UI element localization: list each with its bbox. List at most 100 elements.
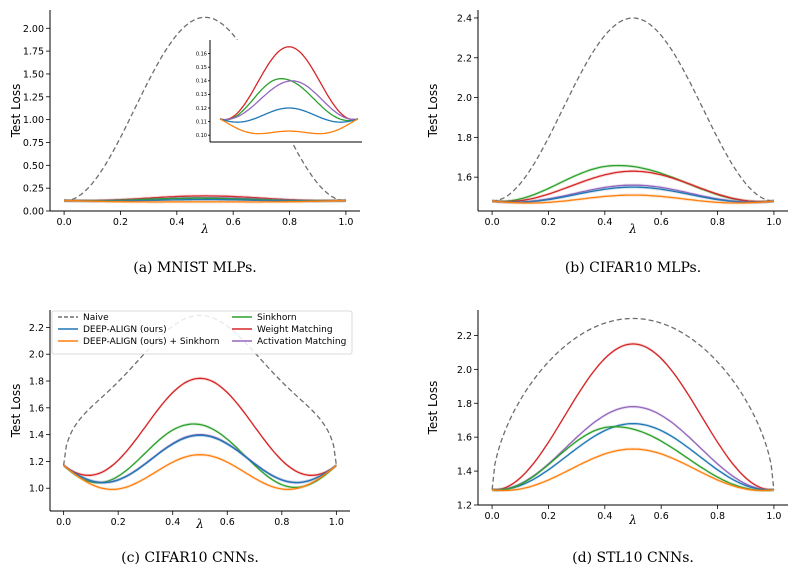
inset-y-tick-label: 0.16 — [196, 51, 207, 57]
y-tick-label: 1.6 — [457, 173, 472, 184]
x-tick-label: 0.8 — [282, 217, 297, 228]
legend-label-sinkhorn: Sinkhorn — [257, 313, 297, 323]
legend: Naive DEEP-ALIGN (ours) DEEP-ALIGN (ours) … — [51, 310, 353, 355]
series-line-naive — [492, 17, 774, 202]
inset-y-tick-label: 0.10 — [196, 133, 207, 139]
x-axis-label: λ — [195, 517, 204, 531]
legend-label-naive: Naive — [83, 313, 109, 323]
inset-series-line-deep_align — [219, 107, 359, 123]
figure-caption: (a) MNIST MLPs. — [133, 260, 257, 276]
y-tick-label: 1.8 — [29, 377, 44, 388]
x-tick-label: 1.0 — [766, 217, 781, 228]
chart-panel-3: 0.0 0.2 0.4 0.6 0.8 1.0 1.0 1.2 1.4 1.6 1.8 2.0 2.2 T… — [9, 310, 353, 566]
y-tick-label: 2.0 — [457, 365, 472, 376]
inset-series-line-sinkhorn — [219, 78, 359, 122]
legend-label-deep_align_sinkhorn: DEEP-ALIGN (ours) + Sinkhorn — [83, 337, 219, 347]
series-line-weight_matching — [492, 343, 774, 491]
x-tick-label: 0.8 — [710, 511, 725, 522]
y-tick-label: 0.00 — [23, 207, 44, 218]
x-tick-label: 0.8 — [710, 217, 725, 228]
y-tick-label: 2.4 — [457, 13, 472, 24]
y-tick-label: 1.50 — [23, 69, 44, 80]
series-band-deep_align_sinkhorn — [492, 447, 774, 493]
x-tick-label: 1.0 — [329, 517, 344, 528]
series-line-weight_matching — [63, 377, 337, 476]
y-tick-label: 2.0 — [29, 350, 44, 361]
y-tick-label: 1.8 — [457, 133, 472, 144]
y-tick-label: 1.4 — [29, 430, 44, 441]
y-axis-label: Test Loss — [426, 84, 440, 139]
x-tick-label: 0.0 — [57, 217, 72, 228]
inset-series-line-weight_matching — [219, 46, 359, 121]
series-line-deep_align_sinkhorn — [492, 194, 774, 204]
y-tick-label: 1.6 — [457, 433, 472, 444]
chart-panel-1: 0.0 0.2 0.4 0.6 0.8 1.0 0.00 0.25 0.50 0.75 1.00 1.… — [9, 10, 362, 276]
series-line-deep_align — [492, 186, 774, 203]
y-tick-label: 1.2 — [457, 501, 472, 512]
x-tick-label: 0.0 — [485, 217, 500, 228]
x-tick-label: 0.2 — [541, 511, 556, 522]
y-tick-label: 1.2 — [29, 457, 44, 468]
x-tick-label: 0.6 — [654, 217, 669, 228]
series-band-weight_matching — [492, 342, 774, 492]
legend-label-deep_align: DEEP-ALIGN (ours) — [83, 325, 167, 335]
series-band-deep_align — [63, 433, 337, 485]
inset-chart: 0.10 0.11 0.12 0.13 0.14 0.15 0.16 — [196, 40, 362, 143]
inset-y-tick-label: 0.13 — [196, 92, 207, 98]
y-axis-label: Test Loss — [9, 384, 23, 439]
x-tick-label: 0.4 — [169, 217, 184, 228]
x-axis-label: λ — [200, 222, 209, 236]
inset-series-line-deep_align_sinkhorn — [219, 118, 359, 135]
series-band-activation_matching — [63, 433, 337, 485]
inset-series-line-activation_matching — [219, 80, 359, 121]
y-tick-label: 2.2 — [457, 53, 472, 64]
y-tick-label: 0.25 — [23, 184, 44, 195]
y-tick-label: 2.0 — [457, 93, 472, 104]
figure-caption: (b) CIFAR10 MLPs. — [565, 260, 701, 276]
x-tick-label: 0.2 — [541, 217, 556, 228]
y-tick-label: 1.0 — [29, 484, 44, 495]
x-tick-label: 0.6 — [226, 217, 241, 228]
x-axis-label: λ — [628, 513, 637, 527]
series-line-deep_align — [63, 434, 337, 484]
y-tick-label: 0.75 — [23, 138, 44, 149]
x-tick-label: 0.0 — [56, 517, 71, 528]
y-tick-label: 0.50 — [23, 161, 44, 172]
y-tick-label: 1.75 — [23, 47, 44, 58]
x-tick-label: 0.4 — [597, 217, 612, 228]
y-tick-label: 1.25 — [23, 92, 44, 103]
y-axis-label: Test Loss — [9, 84, 23, 139]
chart-panel-4: 0.0 0.2 0.4 0.6 0.8 1.0 1.2 1.4 1.6 1.8 2.0 2.2 Test… — [426, 310, 788, 566]
legend-box — [51, 310, 353, 355]
legend-label-weight_matching: Weight Matching — [257, 325, 333, 335]
series-line-deep_align_sinkhorn — [492, 448, 774, 492]
series-line-sinkhorn — [63, 423, 337, 489]
inset-background — [210, 40, 362, 142]
x-axis-label: λ — [628, 222, 637, 236]
y-tick-label: 2.2 — [29, 323, 44, 334]
x-tick-label: 0.6 — [220, 517, 235, 528]
x-tick-label: 1.0 — [766, 511, 781, 522]
x-tick-label: 0.4 — [165, 517, 180, 528]
x-tick-label: 0.4 — [597, 511, 612, 522]
y-tick-label: 1.00 — [23, 115, 44, 126]
series-band-weight_matching — [63, 376, 337, 477]
y-axis-label: Test Loss — [426, 381, 440, 436]
figure-caption: (d) STL10 CNNs. — [572, 550, 694, 566]
series-band-deep_align — [492, 422, 774, 492]
x-tick-label: 0.6 — [654, 511, 669, 522]
inset-y-tick-label: 0.12 — [196, 106, 207, 112]
x-tick-label: 0.8 — [274, 517, 289, 528]
y-tick-label: 2.2 — [457, 331, 472, 342]
series-line-naive — [491, 317, 775, 490]
series-band-sinkhorn — [492, 425, 774, 492]
series-band-activation_matching — [492, 405, 774, 492]
figure-caption: (c) CIFAR10 CNNs. — [121, 550, 259, 566]
series-band-weight_matching — [492, 169, 774, 204]
x-tick-label: 0.0 — [485, 511, 500, 522]
x-tick-label: 0.2 — [111, 517, 126, 528]
series-line-deep_align_sinkhorn — [63, 454, 337, 491]
series-line-sinkhorn — [492, 426, 774, 492]
series-line-deep_align_sinkhorn — [64, 199, 346, 203]
